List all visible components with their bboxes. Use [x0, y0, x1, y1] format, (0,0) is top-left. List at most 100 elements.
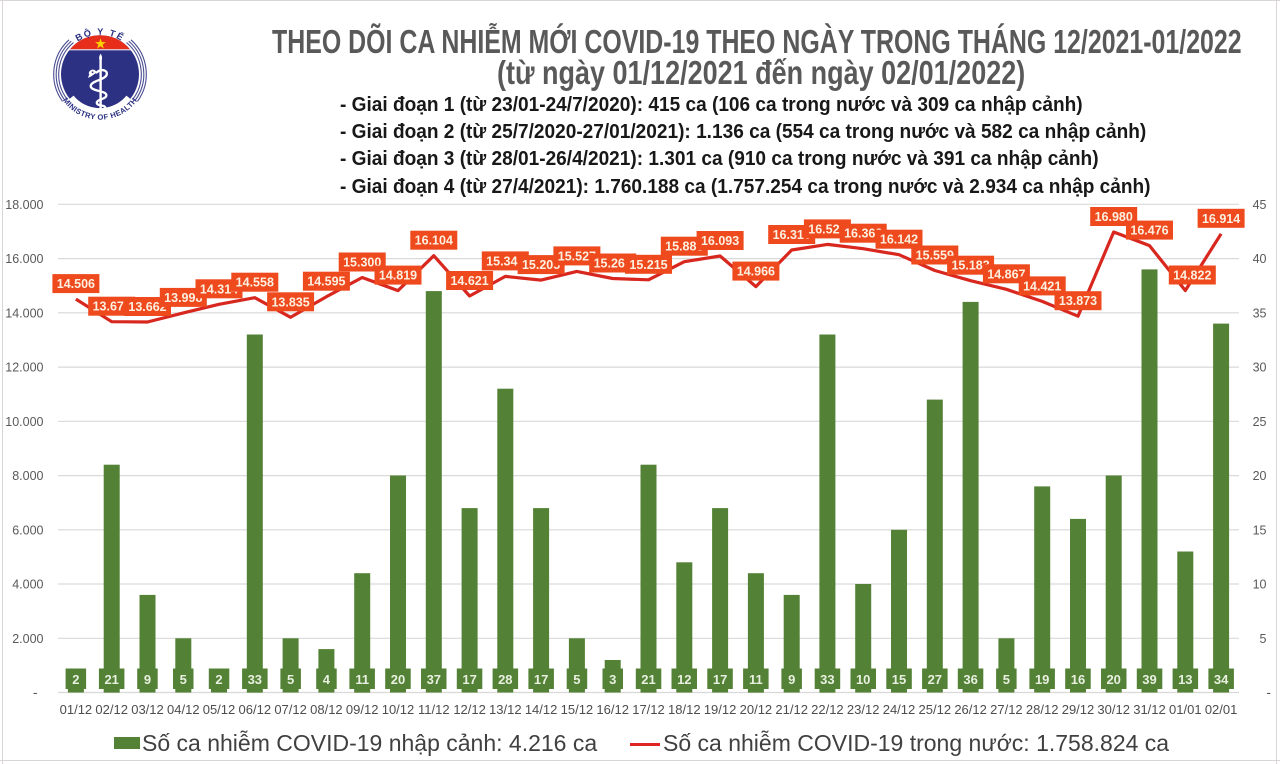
svg-text:37: 37: [427, 672, 441, 687]
svg-text:16/12: 16/12: [596, 702, 629, 717]
svg-text:19/12: 19/12: [704, 702, 737, 717]
svg-text:5: 5: [1003, 672, 1010, 687]
svg-text:14.506: 14.506: [57, 277, 95, 291]
svg-text:12.000: 12.000: [5, 361, 43, 375]
svg-text:13.835: 13.835: [271, 295, 309, 309]
svg-text:16.142: 16.142: [880, 233, 918, 247]
svg-text:14.000: 14.000: [5, 306, 43, 320]
svg-text:30/12: 30/12: [1097, 702, 1130, 717]
svg-text:3: 3: [609, 672, 616, 687]
svg-text:-: -: [33, 684, 38, 700]
svg-text:13: 13: [1178, 672, 1192, 687]
svg-text:17/12: 17/12: [632, 702, 665, 717]
svg-text:34: 34: [1214, 672, 1229, 687]
svg-text:9: 9: [144, 672, 151, 687]
svg-text:26/12: 26/12: [954, 702, 987, 717]
svg-text:5: 5: [180, 672, 187, 687]
svg-text:28: 28: [498, 672, 512, 687]
svg-text:18/12: 18/12: [668, 702, 701, 717]
svg-text:16.914: 16.914: [1202, 212, 1240, 226]
svg-text:14.621: 14.621: [450, 274, 488, 288]
svg-text:14.421: 14.421: [1023, 279, 1061, 293]
svg-text:16.522: 16.522: [808, 222, 846, 236]
svg-text:19: 19: [1035, 672, 1049, 687]
svg-text:10.000: 10.000: [5, 415, 43, 429]
svg-text:16.362: 16.362: [844, 227, 882, 241]
svg-text:35: 35: [1253, 306, 1267, 320]
svg-text:36: 36: [963, 672, 977, 687]
svg-text:01/12: 01/12: [60, 702, 93, 717]
svg-text:03/12: 03/12: [131, 702, 164, 717]
svg-text:31/12: 31/12: [1133, 702, 1166, 717]
svg-text:16.476: 16.476: [1130, 224, 1168, 238]
svg-text:02/12: 02/12: [95, 702, 128, 717]
svg-text:17: 17: [462, 672, 476, 687]
svg-text:15.883: 15.883: [665, 240, 703, 254]
svg-text:13.873: 13.873: [1059, 294, 1097, 308]
svg-text:27: 27: [928, 672, 942, 687]
svg-text:12/12: 12/12: [453, 702, 486, 717]
svg-text:15.341: 15.341: [486, 254, 524, 268]
svg-text:15.527: 15.527: [558, 249, 596, 263]
svg-text:16.000: 16.000: [5, 252, 43, 266]
svg-text:14.314: 14.314: [200, 282, 238, 296]
svg-text:15: 15: [1253, 523, 1267, 537]
svg-text:15.215: 15.215: [629, 258, 667, 272]
svg-text:18.000: 18.000: [5, 198, 43, 212]
svg-text:13.673: 13.673: [93, 300, 131, 314]
svg-text:16: 16: [1071, 672, 1085, 687]
svg-text:25/12: 25/12: [919, 702, 952, 717]
svg-text:15.300: 15.300: [343, 256, 381, 270]
svg-text:-: -: [1266, 684, 1271, 700]
svg-text:14.966: 14.966: [737, 265, 775, 279]
svg-text:5: 5: [1260, 632, 1267, 646]
svg-text:5: 5: [287, 672, 294, 687]
svg-text:07/12: 07/12: [274, 702, 307, 717]
svg-text:33: 33: [820, 672, 834, 687]
svg-text:13.998: 13.998: [164, 291, 202, 305]
svg-text:20: 20: [1106, 672, 1120, 687]
svg-text:09/12: 09/12: [346, 702, 379, 717]
svg-text:14.867: 14.867: [987, 267, 1025, 281]
svg-text:20: 20: [1253, 469, 1267, 483]
svg-text:27/12: 27/12: [990, 702, 1023, 717]
svg-text:39: 39: [1142, 672, 1156, 687]
svg-text:28/12: 28/12: [1026, 702, 1059, 717]
svg-text:15.205: 15.205: [522, 258, 560, 272]
svg-text:30: 30: [1253, 361, 1267, 375]
svg-text:15.183: 15.183: [951, 259, 989, 273]
svg-text:11/12: 11/12: [418, 702, 450, 717]
svg-text:15.265: 15.265: [594, 257, 632, 271]
svg-text:25: 25: [1253, 415, 1267, 429]
svg-text:14/12: 14/12: [525, 702, 558, 717]
svg-text:11: 11: [355, 672, 369, 687]
svg-text:23/12: 23/12: [847, 702, 880, 717]
svg-text:14.819: 14.819: [379, 269, 417, 283]
svg-text:06/12: 06/12: [239, 702, 272, 717]
svg-text:13/12: 13/12: [489, 702, 522, 717]
svg-text:15.559: 15.559: [916, 249, 954, 263]
svg-text:16.980: 16.980: [1095, 210, 1133, 224]
svg-text:9: 9: [788, 672, 795, 687]
svg-text:20: 20: [391, 672, 405, 687]
svg-text:8.000: 8.000: [12, 469, 43, 483]
svg-text:29/12: 29/12: [1062, 702, 1095, 717]
svg-text:2: 2: [72, 672, 79, 687]
svg-text:17: 17: [713, 672, 727, 687]
svg-text:16.104: 16.104: [415, 234, 453, 248]
svg-text:5: 5: [573, 672, 580, 687]
svg-text:16.316: 16.316: [773, 228, 811, 242]
svg-text:17: 17: [534, 672, 548, 687]
svg-text:12: 12: [677, 672, 691, 687]
svg-text:11: 11: [749, 672, 763, 687]
svg-text:22/12: 22/12: [811, 702, 844, 717]
svg-text:15: 15: [892, 672, 906, 687]
svg-text:10: 10: [1253, 578, 1267, 592]
svg-text:10/12: 10/12: [382, 702, 415, 717]
svg-text:2: 2: [215, 672, 222, 687]
svg-text:04/12: 04/12: [167, 702, 200, 717]
svg-text:01/01: 01/01: [1169, 702, 1202, 717]
svg-text:16.093: 16.093: [701, 234, 739, 248]
svg-text:10: 10: [856, 672, 870, 687]
svg-text:45: 45: [1253, 198, 1267, 212]
